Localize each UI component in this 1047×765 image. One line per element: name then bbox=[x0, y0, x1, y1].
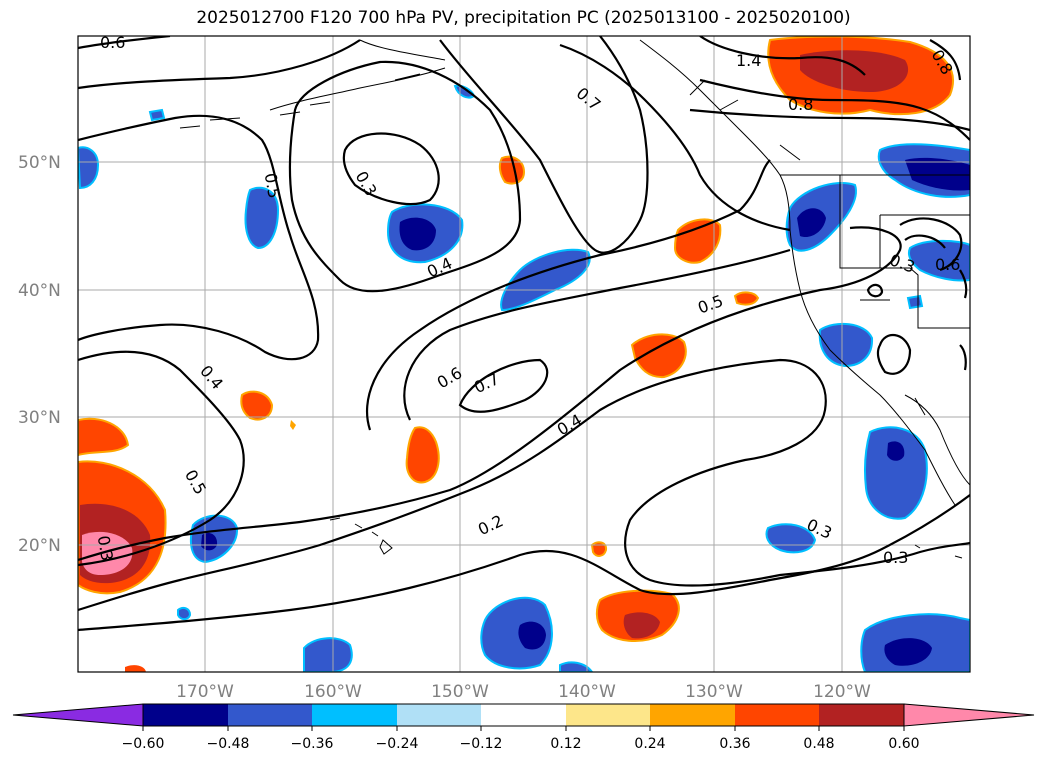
contour-label: 0.4 bbox=[966, 352, 989, 380]
colorbar-segment bbox=[228, 704, 312, 726]
lat-label: 30°N bbox=[18, 408, 61, 428]
chart-title: 2025012700 F120 700 hPa PV, precipitatio… bbox=[196, 8, 851, 28]
colorbar-tick: 0.24 bbox=[634, 736, 665, 752]
contour-label: 0.5 bbox=[261, 172, 284, 200]
lon-label: 160°W bbox=[304, 682, 362, 702]
contour-label: 1.4 bbox=[736, 51, 761, 70]
colorbar-segment bbox=[650, 704, 735, 726]
colorbar-tick: −0.36 bbox=[291, 736, 334, 752]
lon-label: 130°W bbox=[685, 682, 743, 702]
colorbar-tick: −0.48 bbox=[207, 736, 250, 752]
coastlines bbox=[179, 39, 970, 559]
lat-label: 20°N bbox=[18, 536, 61, 556]
lat-label: 40°N bbox=[18, 281, 61, 301]
colorbar-segment bbox=[143, 704, 228, 726]
map-frame bbox=[77, 35, 971, 673]
colorbar-tick: 0.60 bbox=[888, 736, 919, 752]
colorbar-segment bbox=[566, 704, 650, 726]
colorbar-tick: −0.24 bbox=[376, 736, 419, 752]
contour-label: 0.8 bbox=[788, 95, 813, 114]
map-area[interactable] bbox=[78, 36, 970, 672]
colorbar: −0.60 −0.48 −0.36 −0.24 −0.12 0.12 0.24 … bbox=[12, 703, 1035, 752]
colorbar-extend-low bbox=[12, 703, 144, 727]
contour-label: 0.3 bbox=[94, 534, 117, 562]
longitude-labels: 170°W 160°W 150°W 140°W 130°W 120°W bbox=[176, 682, 871, 702]
colorbar-segment bbox=[735, 704, 819, 726]
pv-contours bbox=[78, 36, 970, 632]
lon-label: 140°W bbox=[558, 682, 616, 702]
colorbar-tick: 0.12 bbox=[550, 736, 581, 752]
lat-label: 50°N bbox=[18, 153, 61, 173]
colorbar-tick: −0.12 bbox=[460, 736, 503, 752]
graticule bbox=[78, 36, 970, 672]
precip-positive-layer bbox=[78, 36, 955, 672]
latitude-labels: 50°N 40°N 30°N 20°N bbox=[18, 153, 61, 556]
precip-negative-layer bbox=[78, 84, 970, 672]
colorbar-tick: 0.36 bbox=[719, 736, 750, 752]
colorbar-extend-high bbox=[903, 703, 1035, 727]
lon-label: 120°W bbox=[813, 682, 871, 702]
contour-label: 0.3 bbox=[883, 548, 908, 567]
colorbar-segment bbox=[481, 704, 566, 726]
colorbar-segment bbox=[397, 704, 481, 726]
colorbar-tick: −0.60 bbox=[122, 736, 165, 752]
lon-label: 150°W bbox=[431, 682, 489, 702]
colorbar-segment bbox=[819, 704, 904, 726]
colorbar-segment bbox=[312, 704, 397, 726]
contour-label: 0.6 bbox=[935, 255, 960, 274]
lon-label: 170°W bbox=[176, 682, 234, 702]
contour-label: 0.6 bbox=[100, 33, 125, 52]
colorbar-tick: 0.48 bbox=[803, 736, 834, 752]
